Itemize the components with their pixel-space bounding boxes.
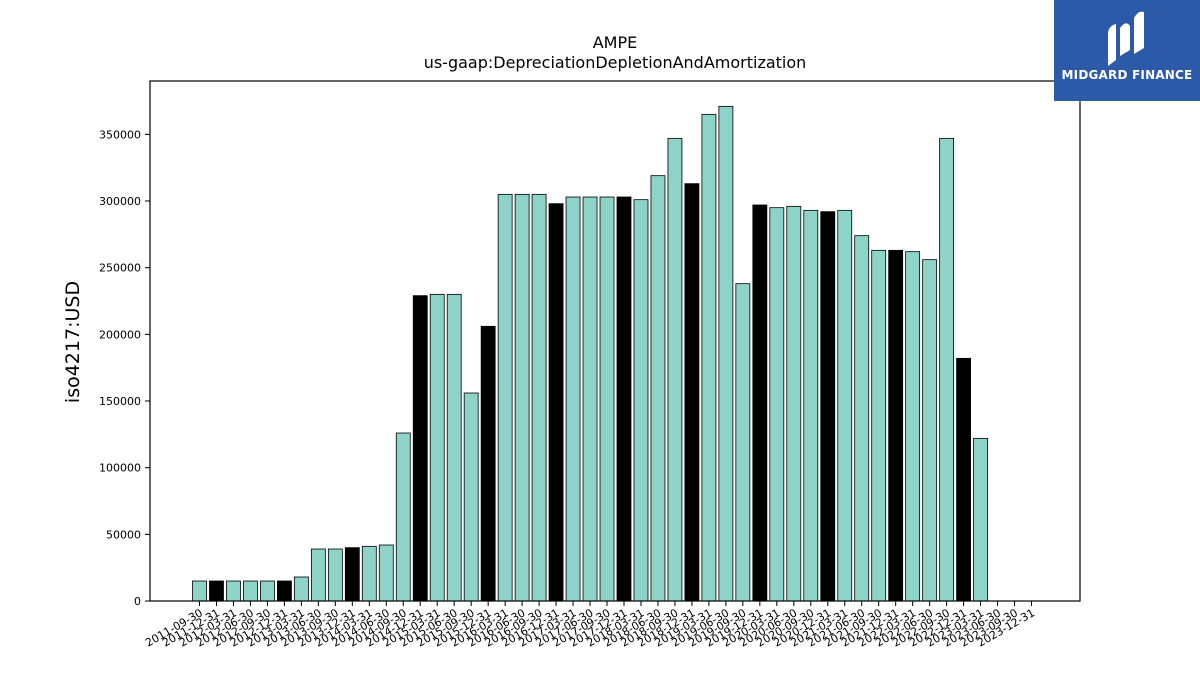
- bar: [633, 199, 649, 602]
- bar: [769, 207, 785, 602]
- y-tick-label: 300000: [99, 195, 141, 208]
- bar: [446, 293, 462, 602]
- bar: [531, 193, 547, 602]
- bar: [905, 251, 921, 602]
- bar: [192, 580, 207, 602]
- bar: [243, 580, 258, 602]
- bar: [463, 392, 479, 602]
- bar: [412, 295, 428, 602]
- bar: [752, 204, 768, 602]
- bar: [616, 196, 632, 602]
- chart-subtitle: us-gaap:DepreciationDepletionAndAmortiza…: [424, 53, 807, 72]
- bar: [395, 432, 411, 602]
- bar: [650, 175, 666, 602]
- bar: [973, 437, 988, 602]
- y-tick-label: 100000: [99, 462, 141, 475]
- bar: [260, 580, 275, 602]
- bar: [361, 545, 377, 602]
- bar: [344, 547, 360, 602]
- bar: [735, 283, 751, 602]
- y-axis-ticks: 0 50000 100000 150000 200000 250000 300000 3500…: [99, 128, 150, 608]
- logo-mark-icon: [1108, 11, 1144, 66]
- bar: [667, 137, 683, 602]
- bar: [599, 196, 615, 602]
- y-axis-label: iso4217:USD: [62, 281, 84, 403]
- bar: [922, 259, 938, 602]
- bar: [939, 137, 955, 602]
- bar: [378, 544, 394, 602]
- bar: [718, 105, 734, 602]
- y-tick-label: 350000: [99, 128, 141, 141]
- x-axis-ticks: 2011-09-302011-12-312012-03-312012-06-30…: [143, 601, 1037, 650]
- y-tick-label: 150000: [99, 395, 141, 408]
- y-tick-label: 200000: [99, 328, 141, 341]
- bar: [684, 183, 700, 602]
- bar: [276, 580, 292, 602]
- bar: [327, 548, 343, 602]
- chart-title: AMPE: [593, 33, 638, 52]
- bar: [888, 249, 904, 602]
- bar: [514, 193, 530, 602]
- bar: [429, 293, 445, 602]
- bar: [701, 113, 717, 602]
- brand-name: MIDGARD FINANCE: [1061, 68, 1193, 82]
- bar: [820, 211, 836, 602]
- bar: [956, 357, 971, 602]
- bar: [480, 325, 496, 602]
- y-tick-label: 0: [134, 595, 141, 608]
- bar: [497, 193, 513, 602]
- bars-group: [192, 105, 988, 602]
- bar: [226, 580, 241, 602]
- bar: [548, 203, 564, 602]
- y-tick-label: 250000: [99, 262, 141, 275]
- bar: [582, 196, 598, 602]
- bar: [837, 209, 853, 602]
- bar: [803, 209, 819, 602]
- bar: [209, 580, 224, 602]
- bar: [854, 235, 870, 602]
- y-tick-label: 50000: [106, 528, 141, 541]
- midgard-finance-logo: MIDGARD FINANCE: [1054, 0, 1200, 101]
- bar: [565, 196, 581, 602]
- bar: [871, 249, 887, 602]
- bar: [786, 205, 802, 602]
- bar: [293, 576, 309, 602]
- bar: [310, 548, 326, 602]
- plot-frame: [149, 80, 1081, 602]
